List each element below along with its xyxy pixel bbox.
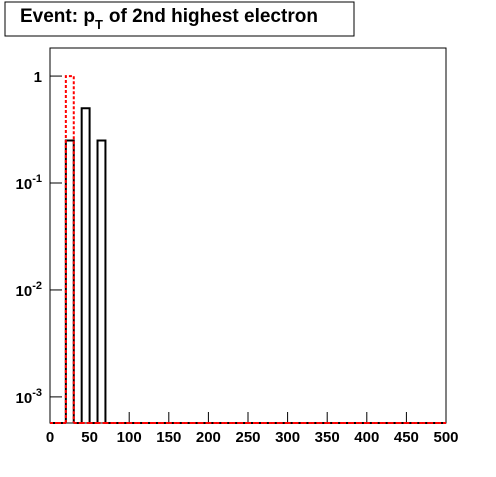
title-box <box>4 1 355 37</box>
x-tick-label: 200 <box>196 429 221 446</box>
y-tick-base: 10 <box>16 283 33 300</box>
histogram-bin <box>64 139 75 423</box>
x-tick-label: 350 <box>315 429 340 446</box>
y-tick-exponent: -3 <box>32 387 42 399</box>
histogram-bin <box>64 75 75 423</box>
y-tick-label: 1 <box>34 69 42 86</box>
y-tick-label: 10-2 <box>16 280 42 300</box>
x-tick-label: 150 <box>156 429 181 446</box>
x-tick-label: 400 <box>354 429 379 446</box>
title-subscript: T <box>95 17 103 32</box>
x-tick-label: 100 <box>117 429 142 446</box>
y-tick-label: 10-3 <box>16 387 42 407</box>
y-tick-exponent: -1 <box>32 173 42 185</box>
x-tick-label: 250 <box>235 429 260 446</box>
histogram-bin <box>96 139 107 423</box>
chart-title: Event: pT of 2nd highest electron <box>20 6 318 32</box>
x-tick-label: 50 <box>81 429 98 446</box>
title-rest: of 2nd highest electron <box>109 6 318 27</box>
x-tick-label: 500 <box>433 429 458 446</box>
x-tick-label: 300 <box>275 429 300 446</box>
y-tick-base: 10 <box>16 390 33 407</box>
histogram-bin <box>80 107 91 423</box>
y-tick-label: 10-1 <box>16 173 42 193</box>
y-tick-exponent: -2 <box>32 280 42 292</box>
x-tick-label: 0 <box>46 429 54 446</box>
plot-frame <box>49 47 447 424</box>
x-tick-label: 450 <box>394 429 419 446</box>
y-tick-base: 10 <box>16 176 33 193</box>
title-text: Event: p <box>20 6 95 27</box>
